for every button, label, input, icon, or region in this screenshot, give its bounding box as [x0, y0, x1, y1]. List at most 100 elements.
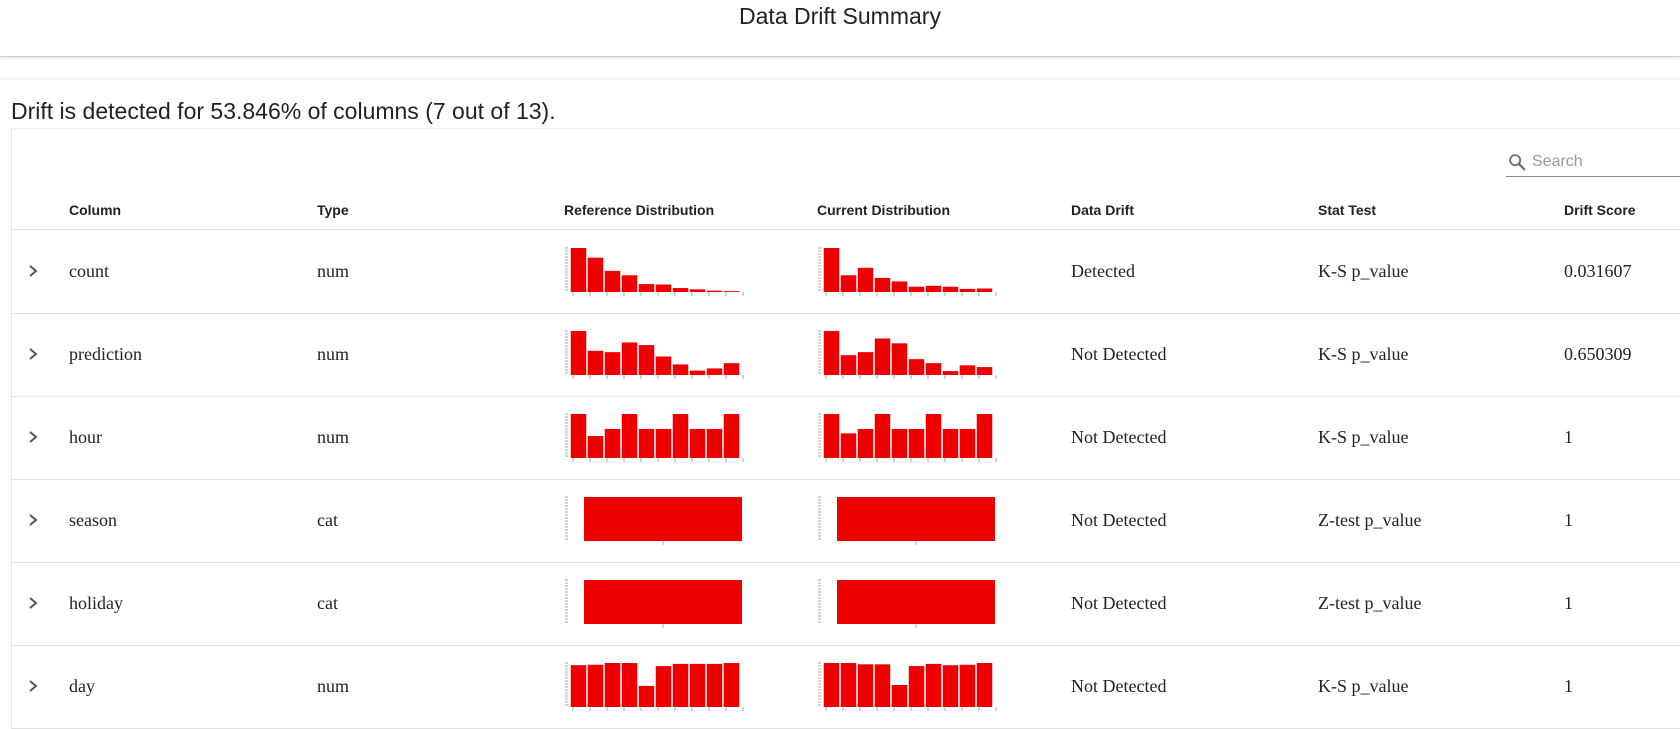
histogram-bar	[706, 290, 723, 292]
table-row: hour num Not Detected K-S p_value 1	[11, 396, 1680, 480]
current-distribution-chart	[818, 579, 995, 628]
histogram-bar	[621, 663, 638, 707]
chevron-right-icon[interactable]	[23, 509, 43, 531]
reference-distribution-chart	[565, 330, 744, 379]
histogram-bar	[840, 275, 857, 292]
histogram-bar	[874, 338, 891, 375]
current-distribution-chart	[818, 662, 997, 711]
stat-test-cell: K-S p_value	[1318, 261, 1409, 281]
histogram-bar	[672, 663, 689, 707]
current-distribution-chart	[818, 247, 997, 296]
column-name-cell: day	[69, 676, 95, 696]
histogram-bar	[604, 428, 621, 458]
histogram-bar	[976, 288, 993, 292]
histogram-bar	[942, 665, 959, 707]
histogram-bar	[655, 666, 672, 707]
column-header-column[interactable]: Column	[69, 202, 122, 218]
histogram-bar	[840, 433, 857, 458]
reference-distribution-chart	[565, 662, 744, 711]
type-cell: num	[317, 261, 350, 281]
histogram-bar	[837, 497, 995, 541]
histogram-bar	[723, 414, 740, 458]
histogram-bar	[689, 289, 706, 292]
drift-score-cell: 0.650309	[1564, 344, 1632, 364]
column-header-current-distribution: Current Distribution	[817, 202, 950, 218]
stat-test-cell: Z-test p_value	[1318, 593, 1422, 613]
histogram-bar	[621, 342, 638, 375]
chevron-right-icon[interactable]	[23, 260, 43, 282]
histogram-bar	[908, 359, 925, 375]
column-header-stat-test[interactable]: Stat Test	[1318, 202, 1377, 218]
search-field[interactable]	[1506, 150, 1680, 177]
histogram-bar	[976, 367, 993, 375]
histogram-bar	[570, 665, 587, 707]
column-name-cell: prediction	[69, 344, 142, 364]
histogram-bar	[570, 248, 587, 292]
histogram-bar	[823, 331, 840, 375]
histogram-bar	[925, 414, 942, 458]
reference-distribution-chart	[565, 247, 744, 296]
app-header: Data Drift Summary	[0, 0, 1680, 57]
histogram-bar	[823, 414, 840, 458]
table-row: day num Not Detected K-S p_value 1	[11, 645, 1680, 729]
chevron-right-icon[interactable]	[23, 592, 43, 614]
histogram-bar	[655, 428, 672, 458]
stat-test-cell: K-S p_value	[1318, 676, 1409, 696]
chevron-right-icon[interactable]	[23, 426, 43, 448]
data-drift-cell: Detected	[1071, 261, 1135, 281]
drift-score-cell: 1	[1564, 676, 1573, 696]
data-drift-cell: Not Detected	[1071, 344, 1167, 364]
table-row: holiday cat Not Detected Z-test p_value 1	[11, 562, 1680, 646]
column-header-type[interactable]: Type	[317, 202, 349, 218]
histogram-bar	[570, 414, 587, 458]
histogram-bar	[689, 370, 706, 375]
chevron-right-icon[interactable]	[23, 675, 43, 697]
histogram-bar	[925, 663, 942, 707]
column-header-reference-distribution: Reference Distribution	[564, 202, 715, 218]
drift-score-cell: 1	[1564, 593, 1573, 613]
histogram-bar	[976, 663, 993, 707]
histogram-bar	[942, 286, 959, 292]
data-drift-cell: Not Detected	[1071, 593, 1167, 613]
histogram-bar	[959, 288, 976, 292]
histogram-bar	[837, 580, 995, 624]
current-distribution-chart	[818, 496, 995, 545]
histogram-bar	[908, 286, 925, 292]
histogram-bar	[891, 428, 908, 458]
histogram-bar	[621, 414, 638, 458]
chevron-right-icon[interactable]	[23, 343, 43, 365]
histogram-bar	[823, 663, 840, 707]
histogram-bar	[689, 663, 706, 707]
search-input[interactable]	[1532, 150, 1680, 174]
data-drift-cell: Not Detected	[1071, 510, 1167, 530]
column-name-cell: holiday	[69, 593, 123, 613]
data-drift-cell: Not Detected	[1071, 427, 1167, 447]
column-name-cell: count	[69, 261, 109, 281]
histogram-bar	[959, 664, 976, 707]
histogram-bar	[706, 663, 723, 707]
histogram-bar	[925, 285, 942, 292]
current-distribution-chart	[818, 330, 997, 379]
data-drift-cell: Not Detected	[1071, 676, 1167, 696]
reference-distribution-chart	[565, 579, 742, 628]
histogram-bar	[874, 664, 891, 707]
drift-table-panel	[11, 128, 1680, 729]
histogram-bar	[638, 345, 655, 375]
histogram-bar	[587, 350, 604, 375]
histogram-bar	[959, 365, 976, 375]
histogram-bar	[891, 343, 908, 375]
type-cell: cat	[317, 510, 338, 530]
drift-summary-text: Drift is detected for 53.846% of columns…	[11, 98, 556, 124]
histogram-bar	[723, 663, 740, 707]
type-cell: num	[317, 344, 350, 364]
histogram-bar	[584, 497, 742, 541]
histogram-bar	[604, 270, 621, 292]
histogram-bar	[604, 663, 621, 707]
histogram-bar	[672, 288, 689, 292]
reference-distribution-chart	[565, 496, 742, 545]
column-header-drift-score[interactable]: Drift Score	[1564, 202, 1636, 218]
column-header-data-drift[interactable]: Data Drift	[1071, 202, 1135, 218]
page-title: Data Drift Summary	[739, 3, 941, 29]
reference-distribution-chart	[565, 413, 744, 462]
histogram-bar	[621, 275, 638, 292]
